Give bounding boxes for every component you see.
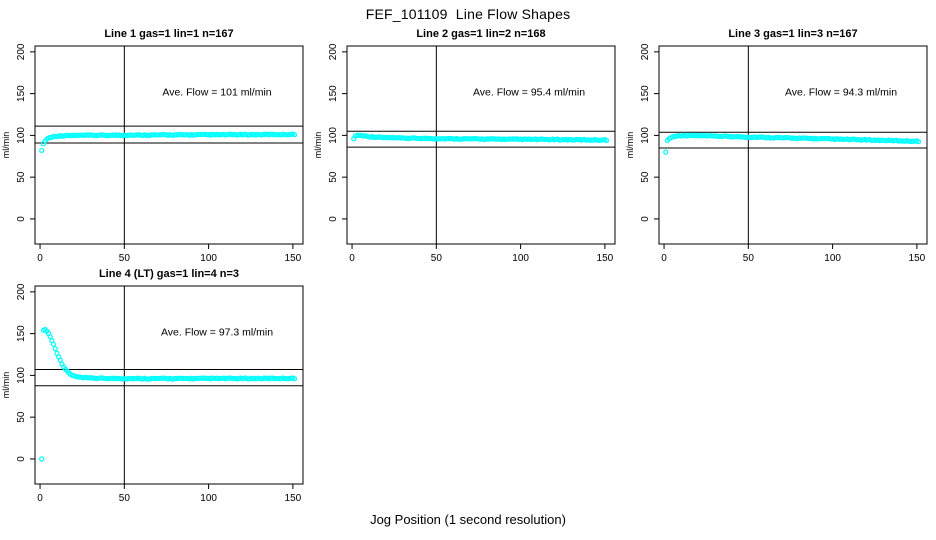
data-point bbox=[853, 137, 859, 143]
y-tick-label: 100 bbox=[328, 127, 339, 144]
y-tick-label: 150 bbox=[640, 85, 651, 102]
ave-flow-annotation: Ave. Flow = 95.4 ml/min bbox=[473, 86, 585, 98]
data-point bbox=[291, 376, 298, 382]
y-tick-label: 0 bbox=[640, 216, 651, 222]
subplot-title: Line 4 (LT) gas=1 lin=4 n=3 bbox=[99, 268, 239, 280]
x-tick-label: 150 bbox=[597, 253, 614, 264]
data-point bbox=[776, 135, 782, 141]
y-tick-label: 150 bbox=[16, 325, 27, 342]
subplot-line-2: 0 50 100 150 0 50 100 150 200 ml/min Line 2 gas=1 … bbox=[312, 16, 624, 266]
x-tick-label: 100 bbox=[200, 253, 217, 264]
x-tick-label: 50 bbox=[743, 253, 755, 264]
data-point bbox=[356, 132, 362, 138]
subplot-line-2-canvas: 0 50 100 150 0 50 100 150 200 ml/min Line 2 gas=1 … bbox=[313, 28, 616, 264]
x-tick-label: 50 bbox=[119, 253, 131, 264]
y-tick-label: 200 bbox=[16, 283, 27, 300]
data-point bbox=[603, 137, 610, 144]
y-tick-label: 0 bbox=[16, 456, 27, 462]
data-series bbox=[663, 132, 922, 155]
data-series bbox=[39, 326, 298, 462]
y-tick-label: 200 bbox=[16, 43, 27, 60]
data-point bbox=[39, 147, 45, 154]
y-tick-label: 150 bbox=[16, 85, 27, 102]
x-axis-title: Jog Position (1 second resolution) bbox=[370, 512, 566, 527]
y-tick-label: 100 bbox=[640, 127, 651, 144]
data-series bbox=[39, 131, 298, 154]
data-point bbox=[57, 357, 63, 363]
plot-box bbox=[658, 45, 928, 245]
x-tick-label: 100 bbox=[200, 493, 217, 504]
subplot-line-3-canvas: 0 50 100 150 0 50 100 150 200 ml/min Line 3 gas=1 … bbox=[625, 28, 928, 264]
plot-box bbox=[346, 45, 616, 245]
subplot-line-1-canvas: 0 50 100 150 0 50 100 150 200 ml/min Line 1 gas=1 … bbox=[1, 28, 304, 264]
data-point-outlier bbox=[39, 456, 45, 462]
x-tick-label: 0 bbox=[349, 253, 355, 264]
data-point bbox=[291, 132, 298, 138]
y-axis-label: ml/min bbox=[313, 132, 323, 159]
y-tick-label: 150 bbox=[328, 85, 339, 102]
subplot-line-1: 0 50 100 150 0 50 100 150 200 ml/min Line 1 gas=1 … bbox=[0, 16, 312, 266]
data-point bbox=[818, 135, 824, 142]
subplot-title: Line 3 gas=1 lin=3 n=167 bbox=[728, 28, 857, 40]
x-tick-label: 50 bbox=[119, 493, 131, 504]
subplot-title: Line 2 gas=1 lin=2 n=168 bbox=[416, 28, 545, 40]
data-point bbox=[118, 132, 124, 139]
subplot-title: Line 1 gas=1 lin=1 n=167 bbox=[104, 28, 233, 40]
y-tick-label: 100 bbox=[16, 127, 27, 144]
x-tick-label: 0 bbox=[37, 493, 43, 504]
y-axis-label: ml/min bbox=[625, 132, 635, 159]
data-point bbox=[50, 341, 57, 347]
ave-flow-annotation: Ave. Flow = 97.3 ml/min bbox=[161, 326, 273, 338]
x-tick-label: 150 bbox=[285, 493, 302, 504]
x-tick-label: 0 bbox=[661, 253, 667, 264]
data-point bbox=[47, 333, 53, 340]
x-tick-label: 0 bbox=[37, 253, 43, 264]
y-tick-label: 200 bbox=[640, 43, 651, 60]
y-axis-label: ml/min bbox=[1, 132, 11, 159]
data-point bbox=[354, 132, 360, 138]
y-tick-label: 50 bbox=[16, 411, 27, 423]
plot-box bbox=[34, 285, 304, 485]
ave-flow-annotation: Ave. Flow = 94.3 ml/min bbox=[785, 86, 897, 98]
y-tick-label: 0 bbox=[16, 216, 27, 222]
x-tick-label: 150 bbox=[909, 253, 926, 264]
data-point bbox=[663, 149, 669, 155]
data-point bbox=[52, 346, 58, 352]
data-point bbox=[915, 139, 922, 145]
y-axis-label: ml/min bbox=[1, 372, 11, 399]
data-point bbox=[275, 132, 281, 138]
x-tick-label: 100 bbox=[824, 253, 841, 264]
x-tick-label: 150 bbox=[285, 253, 302, 264]
subplot-line-3: 0 50 100 150 0 50 100 150 200 ml/min Line 3 gas=1 … bbox=[624, 16, 936, 266]
subplot-line-4-canvas: 0 50 100 150 0 50 100 150 200 ml/min Line 4 (LT) g… bbox=[1, 268, 304, 504]
ave-flow-annotation: Ave. Flow = 101 ml/min bbox=[162, 86, 271, 98]
y-tick-label: 50 bbox=[16, 171, 27, 183]
x-tick-label: 100 bbox=[512, 253, 529, 264]
y-tick-label: 50 bbox=[328, 171, 339, 183]
data-point bbox=[275, 376, 281, 382]
x-tick-label: 50 bbox=[431, 253, 443, 264]
y-tick-label: 200 bbox=[328, 43, 339, 60]
y-tick-label: 0 bbox=[328, 216, 339, 222]
data-point bbox=[587, 137, 593, 143]
y-tick-label: 50 bbox=[640, 171, 651, 183]
figure-title: FEF_101109 Line Flow Shapes bbox=[365, 6, 571, 22]
y-tick-label: 100 bbox=[16, 367, 27, 384]
plot-box bbox=[34, 45, 304, 245]
data-series bbox=[351, 132, 610, 144]
subplot-line-4: 0 50 100 150 0 50 100 150 200 ml/min Line 4 (LT) g… bbox=[0, 256, 312, 506]
